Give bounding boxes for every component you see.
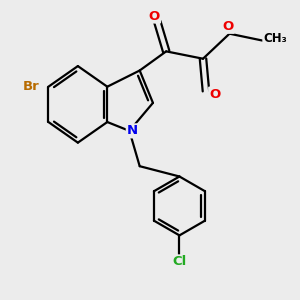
Text: O: O (209, 88, 220, 100)
Text: N: N (127, 124, 138, 137)
Text: O: O (149, 10, 160, 22)
Text: CH₃: CH₃ (263, 32, 287, 45)
Text: Br: Br (22, 80, 39, 93)
Text: O: O (222, 20, 234, 33)
Text: Cl: Cl (172, 255, 187, 268)
